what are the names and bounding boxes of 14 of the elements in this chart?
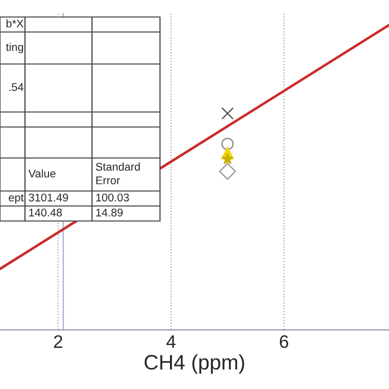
annotation: 14.89 xyxy=(96,208,123,216)
annotation: ting xyxy=(6,42,24,54)
annotation: 3101.49 xyxy=(28,194,68,202)
x-tick-label: 2 xyxy=(54,335,62,348)
x-axis-title: CH4 (ppm) xyxy=(144,354,244,374)
annotation: ept xyxy=(8,194,24,204)
annotation: .54 xyxy=(9,83,24,91)
x-tick-label: 4 xyxy=(166,335,176,348)
annotation: 100.03 xyxy=(96,194,129,202)
annotation: 140.48 xyxy=(29,208,62,216)
x-tick-label: 6 xyxy=(280,335,288,348)
annotation: Value xyxy=(28,169,56,178)
annotation: b*X xyxy=(6,19,24,28)
annotation: Standard Error xyxy=(96,162,140,184)
